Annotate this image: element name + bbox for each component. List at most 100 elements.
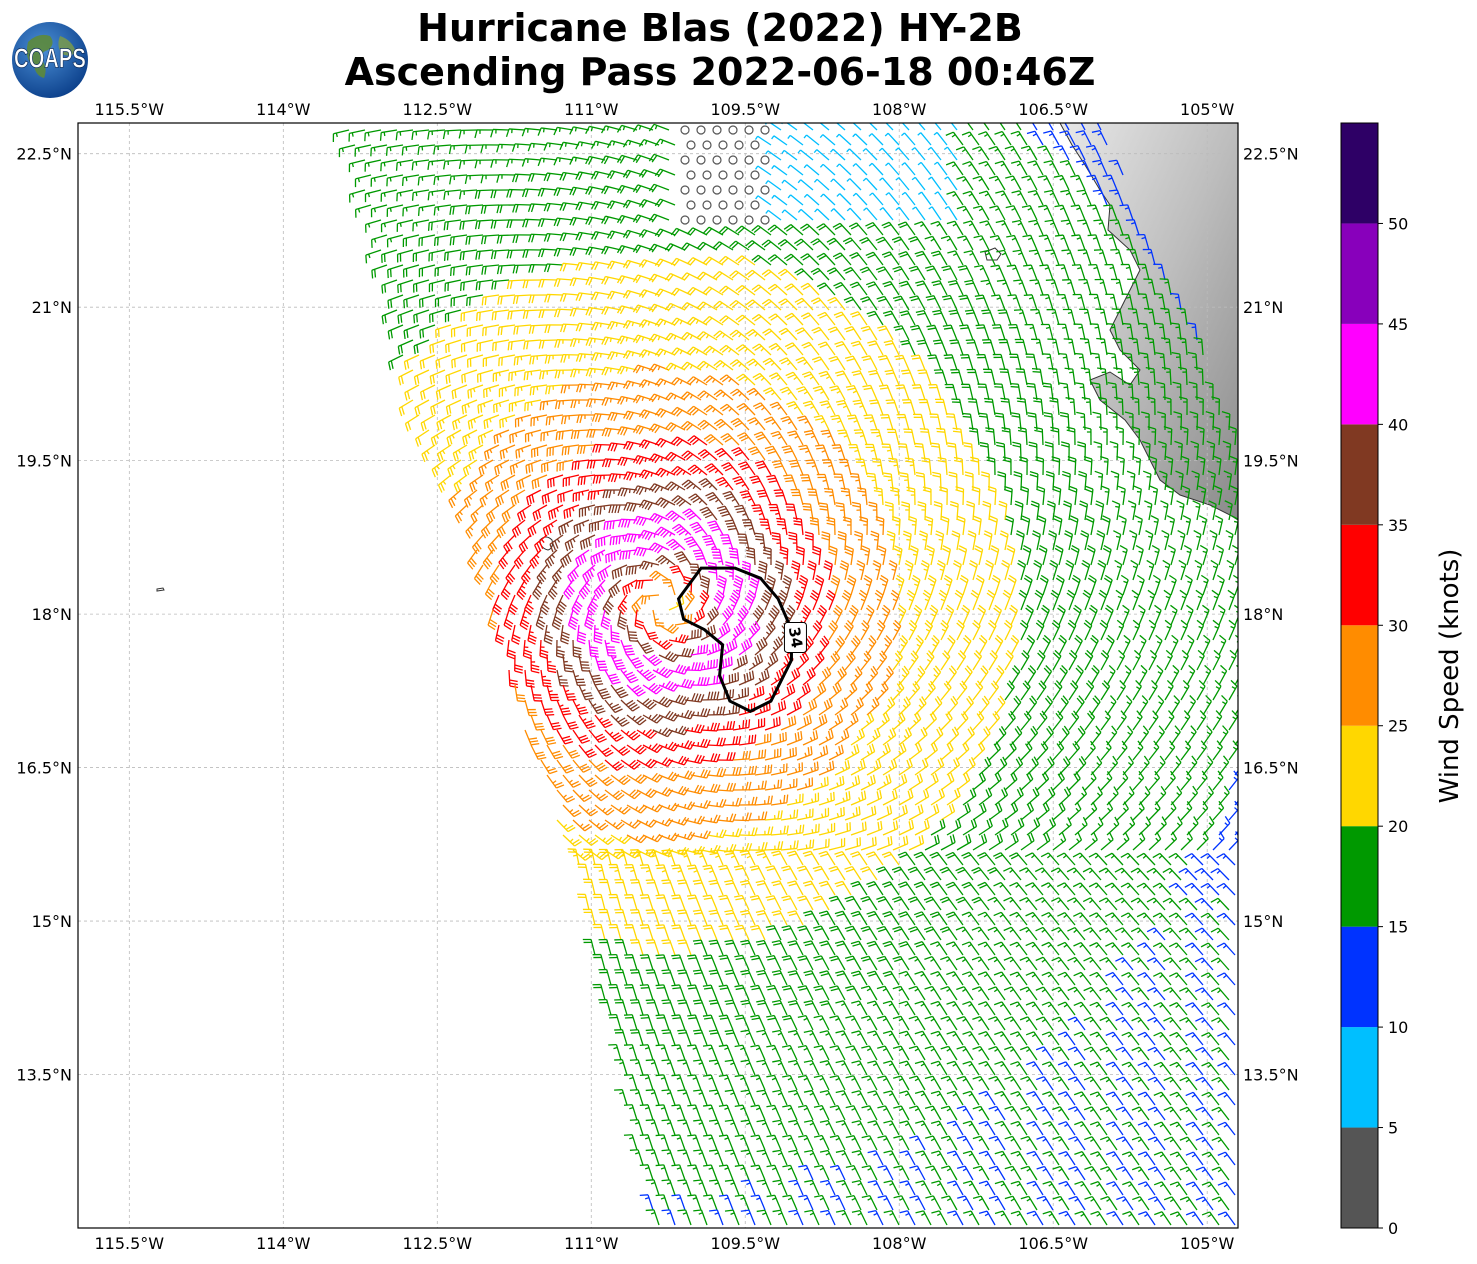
wind-barb xyxy=(1138,634,1147,656)
wind-barb xyxy=(444,279,462,292)
wind-barb xyxy=(654,467,676,478)
wind-barb xyxy=(569,338,590,348)
wind-barb xyxy=(908,773,924,791)
lon-tick-label-bottom: 112.5°W xyxy=(402,1234,472,1253)
wind-barb xyxy=(452,444,468,462)
wind-barb xyxy=(1022,545,1032,566)
wind-barb xyxy=(763,416,782,431)
wind-barb xyxy=(964,309,980,326)
lat-tick-label-left: 19.5°N xyxy=(16,452,72,471)
wind-barb xyxy=(845,1194,862,1211)
wind-barb xyxy=(972,1165,990,1181)
wind-barb xyxy=(524,729,540,746)
wind-barb xyxy=(1099,1106,1118,1121)
wind-barb xyxy=(1129,530,1138,551)
wind-barb xyxy=(935,530,945,551)
wind-barb xyxy=(977,383,990,401)
wind-barb xyxy=(924,742,938,761)
wind-barb xyxy=(1152,574,1161,596)
wind-barb xyxy=(1073,912,1092,926)
wind-barb xyxy=(1079,500,1089,521)
wind-barb xyxy=(1164,831,1178,851)
wind-barb xyxy=(543,142,564,151)
wind-barb xyxy=(412,249,430,262)
wind-barb xyxy=(490,159,510,168)
wind-barb xyxy=(1093,249,1108,266)
wind-barb xyxy=(1042,1180,1060,1196)
wind-barb xyxy=(1060,189,1076,206)
wind-barb xyxy=(988,1075,1006,1091)
wind-barb xyxy=(1200,912,1220,926)
wind-barb xyxy=(982,339,996,356)
wind-barb xyxy=(1006,234,1022,251)
wind-barb xyxy=(1036,1165,1054,1181)
wind-barb xyxy=(642,682,663,695)
wind-barb xyxy=(956,650,967,671)
wind-barb xyxy=(1131,1106,1150,1121)
wind-barb xyxy=(744,589,757,611)
wind-barb xyxy=(652,727,674,738)
wind-barb xyxy=(1047,338,1060,356)
colorbar-frame xyxy=(1340,122,1379,1229)
wind-barb xyxy=(1217,1061,1236,1076)
wind-barb xyxy=(829,1015,846,1031)
wind-barb xyxy=(655,1014,670,1031)
wind-barb xyxy=(578,774,598,788)
wind-barb xyxy=(681,479,702,491)
wind-barb xyxy=(370,174,388,187)
wind-barb xyxy=(1012,249,1028,266)
wind-barb xyxy=(986,589,996,611)
wind-barb xyxy=(972,1016,990,1031)
wind-barb xyxy=(1127,278,1140,296)
wind-barb xyxy=(524,399,542,412)
wind-barb xyxy=(882,910,900,926)
wind-barb xyxy=(664,362,686,372)
wind-barb xyxy=(562,654,574,673)
wind-barb xyxy=(702,200,712,210)
wind-barb xyxy=(1218,634,1227,656)
wind-barb xyxy=(803,429,820,446)
wind-barb xyxy=(734,170,744,180)
wind-barb xyxy=(403,324,420,340)
wind-barb xyxy=(629,1059,644,1076)
wind-barb xyxy=(1217,1211,1236,1226)
wind-barb xyxy=(1039,574,1049,596)
wind-barb xyxy=(538,278,558,288)
wind-barb xyxy=(810,267,830,281)
wind-barb xyxy=(797,1044,814,1061)
wind-barb xyxy=(1052,832,1067,851)
wind-barb xyxy=(748,717,766,731)
wind-barb xyxy=(419,384,436,401)
wind-barb xyxy=(1139,352,1150,371)
wind-barb xyxy=(828,682,842,701)
wind-barb xyxy=(604,789,625,801)
wind-barb xyxy=(994,1031,1012,1046)
wind-barb xyxy=(451,414,468,431)
wind-barb xyxy=(911,574,921,596)
wind-barb xyxy=(629,939,644,956)
wind-barb xyxy=(832,252,852,266)
wind-barb xyxy=(845,1135,862,1151)
wind-barb xyxy=(942,324,958,341)
colorbar-tick-label: 45 xyxy=(1388,315,1408,334)
wind-barb xyxy=(812,776,829,791)
wind-barb xyxy=(848,604,859,626)
wind-barb xyxy=(1090,664,1100,686)
wind-barb xyxy=(1200,882,1220,896)
wind-barb xyxy=(1025,971,1044,986)
wind-barb xyxy=(803,1089,820,1106)
wind-barb xyxy=(1138,755,1150,776)
wind-barb xyxy=(954,589,964,611)
wind-barb xyxy=(499,444,516,460)
wind-barb xyxy=(893,1195,910,1211)
wind-barb xyxy=(633,546,654,557)
wind-barb xyxy=(530,654,540,674)
wind-barb xyxy=(686,894,702,911)
wind-barb xyxy=(978,665,989,686)
wind-barb xyxy=(500,579,511,601)
wind-barb xyxy=(819,1119,836,1136)
wind-barb xyxy=(1070,204,1086,221)
wind-barb xyxy=(708,879,724,896)
wind-barb xyxy=(771,135,788,146)
wind-barb xyxy=(814,1164,830,1181)
